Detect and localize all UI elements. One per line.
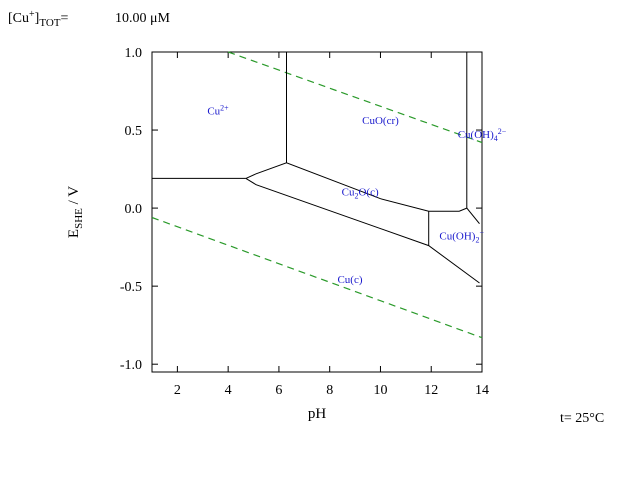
- region-label: Cu(OH)42−: [458, 127, 507, 143]
- y-tick-label: 0.5: [125, 124, 143, 139]
- region-label: Cu2O(c): [342, 187, 379, 201]
- y-tick-label: -1.0: [120, 358, 142, 373]
- water-line: [227, 51, 483, 144]
- phase-boundaries: [152, 52, 480, 284]
- y-axis-label: ESHE / V: [66, 186, 85, 238]
- x-tick-label: 14: [475, 383, 489, 398]
- x-tick-label: 8: [326, 383, 333, 398]
- concentration-label: [Cu+]TOT=: [8, 9, 69, 29]
- x-tick-label: 6: [275, 383, 282, 398]
- x-axis-label: pH: [308, 406, 327, 422]
- axis-ticks: 2 4 6 8 10 12 14 1.0 0.5 0.0 -0.5 -1.0: [120, 46, 489, 398]
- concentration-value: 10.00 μM: [115, 11, 171, 26]
- plot-frame: [151, 51, 483, 373]
- region-label: Cu(OH)2−: [439, 228, 484, 244]
- phase-boundary-line: [245, 177, 480, 284]
- water-line: [151, 216, 483, 339]
- phase-boundary-line: [466, 207, 480, 225]
- y-tick-label: 0.0: [125, 202, 143, 217]
- region-label: Cu2+: [207, 103, 229, 117]
- y-tick-label: -0.5: [120, 280, 142, 295]
- x-tick-label: 4: [225, 383, 232, 398]
- x-tick-label: 10: [373, 383, 387, 398]
- phase-boundary-line: [245, 162, 467, 212]
- x-tick-label: 2: [174, 383, 181, 398]
- region-label: CuO(cr): [362, 115, 399, 127]
- water-stability-lines: [151, 51, 483, 339]
- region-label: Cu(c): [337, 274, 362, 286]
- temperature-label: t= 25°C: [560, 411, 604, 426]
- x-tick-label: 12: [424, 383, 438, 398]
- y-tick-label: 1.0: [125, 46, 143, 61]
- region-labels: Cu2+ CuO(cr) Cu(OH)42− Cu2O(c) Cu(OH)2− Cu(c): [207, 103, 506, 286]
